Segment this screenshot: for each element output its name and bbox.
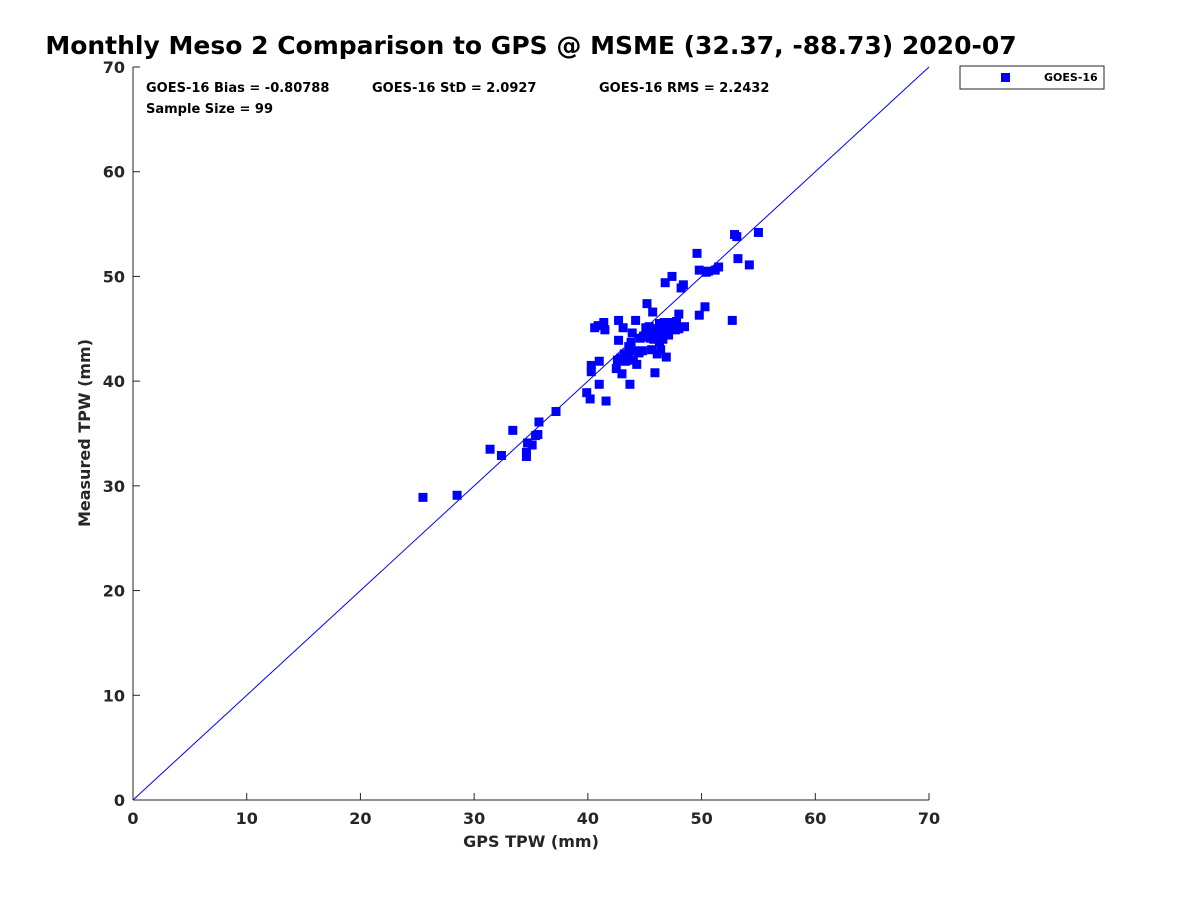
data-point	[656, 345, 666, 355]
data-point	[692, 248, 702, 258]
data-point	[694, 310, 704, 320]
data-point	[523, 438, 533, 448]
data-point	[629, 346, 639, 356]
x-tick-label: 10	[236, 809, 258, 828]
data-point	[418, 492, 428, 502]
data-point	[664, 330, 674, 340]
data-point	[599, 318, 609, 328]
legend-box	[959, 65, 1105, 90]
data-point	[700, 302, 710, 312]
data-point	[624, 354, 634, 364]
y-tick-label: 70	[103, 58, 125, 77]
x-tick-label: 60	[804, 809, 826, 828]
data-point	[582, 388, 592, 398]
data-point	[627, 328, 637, 338]
y-tick-label: 20	[103, 582, 125, 601]
data-point	[551, 407, 561, 417]
data-point	[593, 321, 603, 331]
y-tick-label: 10	[103, 686, 125, 705]
data-point	[631, 315, 641, 325]
data-point	[534, 417, 544, 427]
data-point	[617, 369, 627, 379]
data-point	[452, 490, 462, 500]
data-point	[674, 324, 684, 334]
data-points	[418, 227, 763, 502]
data-point	[654, 336, 664, 346]
data-point	[694, 265, 704, 275]
data-point	[496, 450, 506, 460]
x-tick-label: 30	[463, 809, 485, 828]
data-point	[586, 367, 596, 377]
data-point	[680, 322, 690, 332]
y-tick-label: 30	[103, 477, 125, 496]
data-point	[727, 315, 737, 325]
data-point	[586, 360, 596, 370]
legend-marker-goes-16	[1001, 73, 1010, 82]
y-axis-label: Measured TPW (mm)	[75, 339, 94, 527]
data-point	[601, 396, 611, 406]
legend: GOES-16	[959, 65, 1105, 90]
one-to-one-line	[132, 66, 930, 801]
data-point	[665, 318, 675, 328]
data-point	[650, 368, 660, 378]
stat-rms: GOES-16 RMS = 2.2432	[599, 81, 769, 96]
data-point	[714, 262, 724, 272]
data-point	[600, 325, 610, 335]
data-point	[753, 227, 763, 237]
data-point	[639, 331, 649, 341]
data-point	[744, 260, 754, 270]
data-point	[485, 444, 495, 454]
x-tick-label: 50	[690, 809, 712, 828]
y-tick-label: 40	[103, 372, 125, 391]
x-axis-ticks: 0 10 20 30 40 50 60 70	[127, 793, 940, 828]
stat-std: GOES-16 StD = 2.0927	[372, 81, 536, 96]
data-point	[611, 364, 621, 374]
chart-title: Monthly Meso 2 Comparison to GPS @ MSME …	[45, 31, 1016, 60]
data-point	[626, 337, 636, 347]
data-point	[703, 266, 713, 276]
legend-label-goes-16: GOES-16	[1044, 71, 1098, 84]
data-point	[660, 278, 670, 288]
data-point	[614, 315, 624, 325]
data-point	[642, 299, 652, 309]
data-point	[732, 232, 742, 242]
stat-bias: GOES-16 Bias = -0.80788	[146, 81, 329, 96]
data-point	[637, 346, 647, 356]
x-axis-label: GPS TPW (mm)	[463, 832, 599, 851]
data-point	[648, 307, 658, 317]
x-tick-label: 70	[918, 809, 940, 828]
data-point	[733, 254, 743, 264]
y-tick-label: 60	[103, 163, 125, 182]
data-point	[644, 322, 654, 332]
data-point	[625, 379, 635, 389]
data-point	[678, 280, 688, 290]
data-point	[614, 335, 624, 345]
x-tick-label: 0	[127, 809, 138, 828]
data-point	[647, 345, 657, 355]
y-axis-ticks: 0 10 20 30 40 50 60 70	[103, 58, 140, 810]
x-tick-label: 40	[577, 809, 599, 828]
data-point	[508, 425, 518, 435]
y-tick-label: 0	[114, 791, 125, 810]
data-point	[669, 321, 679, 331]
x-tick-label: 20	[349, 809, 371, 828]
data-point	[618, 323, 628, 333]
data-point	[674, 309, 684, 319]
plot-area: 0 10 20 30 40 50 60 70 0 10 20 30 40 50 60 70	[103, 58, 940, 828]
y-tick-label: 50	[103, 267, 125, 286]
stat-sample-size: Sample Size = 99	[146, 102, 273, 117]
data-point	[661, 352, 671, 362]
data-point	[632, 359, 642, 369]
data-point	[667, 271, 677, 281]
data-point	[585, 394, 595, 404]
data-point	[533, 430, 543, 440]
data-point	[521, 452, 531, 462]
data-point	[594, 356, 604, 366]
data-point	[594, 379, 604, 389]
data-point	[527, 440, 537, 450]
data-point	[612, 355, 622, 365]
